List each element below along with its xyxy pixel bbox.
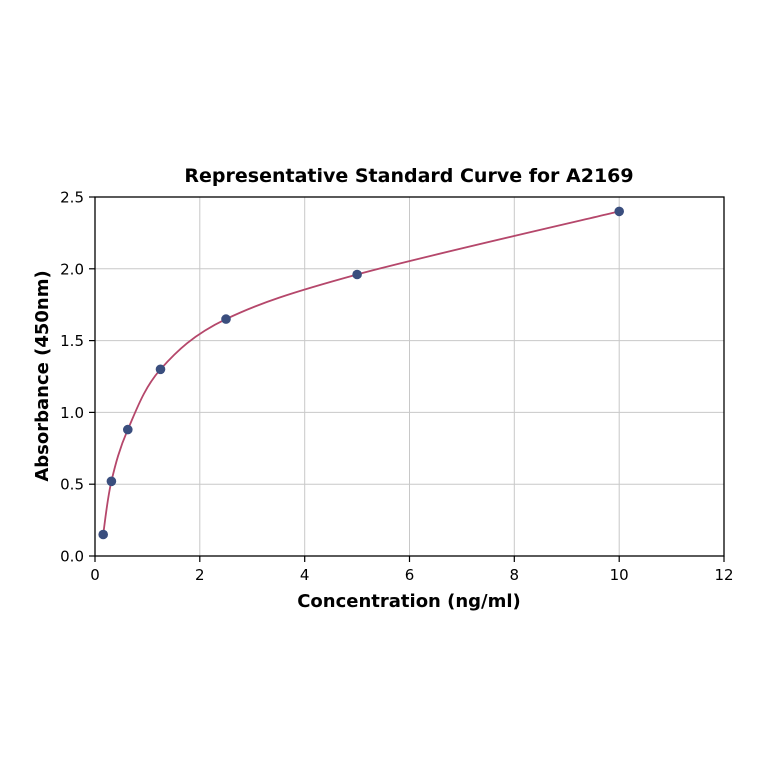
- x-tick-label: 6: [405, 566, 415, 584]
- data-point: [221, 314, 231, 324]
- data-point: [98, 529, 108, 540]
- x-tick-label: 4: [300, 566, 310, 584]
- data-point: [123, 424, 133, 435]
- x-tick-label: 8: [510, 566, 520, 584]
- x-tick-label: 12: [714, 566, 733, 584]
- data-point: [106, 476, 117, 487]
- x-axis-label: Concentration (ng/ml): [297, 591, 521, 612]
- x-tick-label: 10: [610, 566, 629, 584]
- y-axis-label: Absorbance (450nm): [32, 270, 53, 481]
- y-tick-label: 1.5: [60, 332, 84, 350]
- x-tick-label: 2: [195, 566, 205, 584]
- data-point: [155, 364, 166, 375]
- fit-curve: [102, 210, 620, 535]
- y-tick-label: 0.0: [60, 548, 84, 566]
- y-tick-label: 2.0: [60, 260, 84, 278]
- y-tick-label: 2.5: [60, 189, 84, 207]
- y-tick-label: 0.5: [60, 476, 84, 494]
- data-point: [614, 206, 624, 217]
- plot-area: 0 2 4 6 8 10 12 0.0 0.5 1.0 1.5 2.0 2.5: [60, 189, 733, 585]
- data-point: [352, 269, 362, 280]
- y-tick-label: 1.0: [60, 404, 84, 422]
- chart-title: Representative Standard Curve for A2169: [184, 165, 633, 187]
- x-tick-label: 0: [90, 566, 100, 584]
